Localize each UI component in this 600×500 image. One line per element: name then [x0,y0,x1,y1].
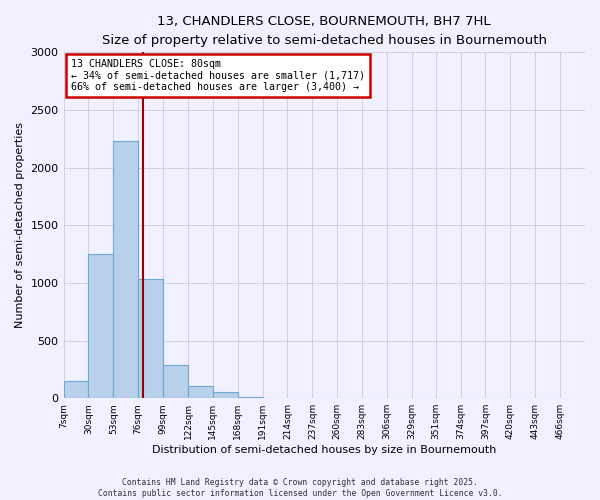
Text: Contains HM Land Registry data © Crown copyright and database right 2025.
Contai: Contains HM Land Registry data © Crown c… [98,478,502,498]
Bar [213,392,238,398]
Bar [88,254,113,398]
Bar [188,386,213,398]
Text: 13 CHANDLERS CLOSE: 80sqm
← 34% of semi-detached houses are smaller (1,717)
66% : 13 CHANDLERS CLOSE: 80sqm ← 34% of semi-… [71,60,365,92]
Y-axis label: Number of semi-detached properties: Number of semi-detached properties [15,122,25,328]
Bar [64,381,88,398]
Bar [238,397,263,398]
Bar [113,141,138,398]
Bar [163,365,188,398]
Bar [138,280,163,398]
Title: 13, CHANDLERS CLOSE, BOURNEMOUTH, BH7 7HL
Size of property relative to semi-deta: 13, CHANDLERS CLOSE, BOURNEMOUTH, BH7 7H… [102,15,547,47]
X-axis label: Distribution of semi-detached houses by size in Bournemouth: Distribution of semi-detached houses by … [152,445,496,455]
